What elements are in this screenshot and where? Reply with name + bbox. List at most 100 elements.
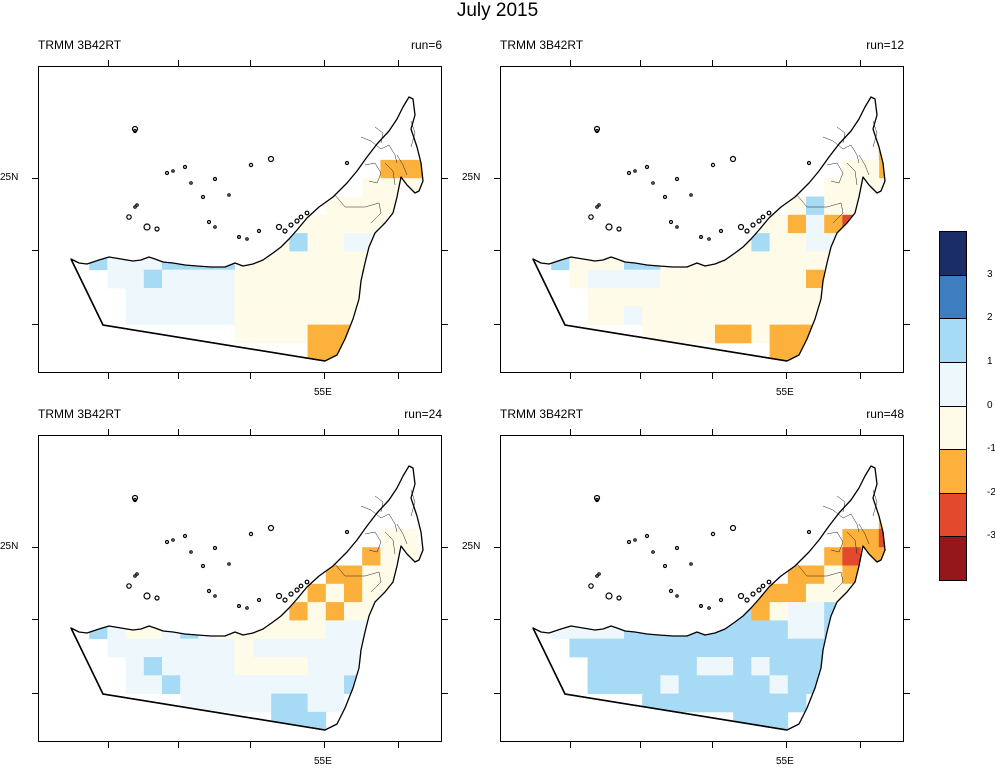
grid-cell (234, 269, 254, 289)
grid-cell (398, 583, 418, 603)
lon-tick (398, 742, 399, 748)
island (344, 160, 350, 166)
island (595, 574, 599, 578)
grid-cell (344, 306, 363, 325)
grid-cell (569, 251, 588, 271)
grid-cell (733, 602, 752, 621)
island (651, 550, 655, 554)
grid-cell (769, 693, 789, 713)
island (171, 538, 175, 542)
grid-cell (751, 602, 770, 621)
grid-cell (769, 602, 789, 621)
grid-cell (696, 324, 716, 344)
grid-cell (787, 565, 807, 585)
grid-cell (842, 528, 861, 548)
lat-tick (442, 324, 448, 325)
island (605, 223, 613, 231)
grid-cell (435, 160, 442, 179)
grid-cell (605, 675, 625, 694)
grid-cell (824, 638, 843, 658)
grid-cell (678, 288, 698, 307)
grid-cell (787, 602, 807, 621)
grid-cell (362, 269, 381, 289)
island (248, 531, 254, 537)
lon-tick (178, 742, 179, 748)
island (245, 606, 249, 610)
grid-cell (307, 214, 327, 234)
grid-cell (325, 602, 345, 621)
grid-cell (806, 233, 825, 252)
grid-cell (398, 214, 418, 234)
grid-cell (289, 251, 308, 271)
grid-cell (162, 638, 181, 658)
grid-cell (325, 306, 345, 325)
grid-cell (253, 602, 272, 621)
grid-cell (325, 288, 345, 307)
lon-tick (860, 373, 861, 379)
lon-tick (250, 742, 251, 748)
lon-tick (786, 60, 787, 66)
grid-cell (806, 306, 825, 325)
grid-cell (878, 528, 885, 548)
island (227, 193, 231, 197)
emirate-boundary (846, 531, 858, 555)
grid-cell (787, 324, 807, 344)
grid-cell (715, 657, 734, 676)
grid-cell (733, 693, 752, 713)
grid-cell (289, 657, 308, 676)
grid-cell (751, 288, 770, 307)
grid-cell (344, 675, 363, 694)
grid-cell (362, 565, 381, 585)
lon-tick (640, 429, 641, 435)
grid-cell (678, 602, 698, 621)
island (651, 181, 655, 185)
grid-cell (307, 620, 327, 640)
grid-cell (325, 583, 345, 603)
grid-cell (769, 620, 789, 640)
grid-cell (380, 233, 399, 252)
grid-cell (307, 711, 327, 730)
grid-cells (89, 510, 423, 730)
figure-title: July 2015 (456, 0, 539, 21)
island (756, 218, 762, 224)
island (132, 497, 138, 503)
island (588, 583, 594, 589)
emirate-boundary (836, 126, 846, 144)
grid-cell (624, 233, 643, 252)
grid-cell (696, 657, 716, 676)
grid-cell (660, 602, 679, 621)
grid-cell (198, 602, 217, 621)
grid-cell (660, 269, 679, 289)
grid-cell (162, 233, 181, 252)
grid-cell (806, 269, 825, 289)
grid-cell (362, 583, 381, 603)
grid-cell (660, 324, 679, 344)
map-frame (500, 66, 904, 373)
grid-cell (125, 269, 145, 289)
grid-cell (787, 638, 807, 658)
grid-cell (344, 638, 363, 658)
grid-cell (325, 657, 345, 676)
grid-cell (787, 583, 807, 603)
lat-tick (32, 619, 38, 620)
island (729, 155, 737, 163)
emirate-boundary (836, 495, 846, 513)
grid-cell (107, 233, 126, 252)
grid-cell (642, 638, 661, 658)
grid-cell (824, 583, 843, 603)
lon-tick (324, 742, 325, 748)
grid-cell (696, 288, 716, 307)
coastline (70, 465, 424, 731)
emirate-boundary (846, 162, 858, 186)
grid-cell (769, 324, 789, 344)
grid-cell (660, 675, 679, 694)
emirate-boundary (364, 531, 382, 553)
island (689, 562, 693, 566)
island (267, 524, 275, 532)
grid-cell (271, 638, 290, 658)
island (633, 538, 637, 542)
lat-tick (904, 324, 910, 325)
grid-cell (787, 657, 807, 676)
grid-cell (769, 657, 789, 676)
grid-cell (162, 269, 181, 289)
